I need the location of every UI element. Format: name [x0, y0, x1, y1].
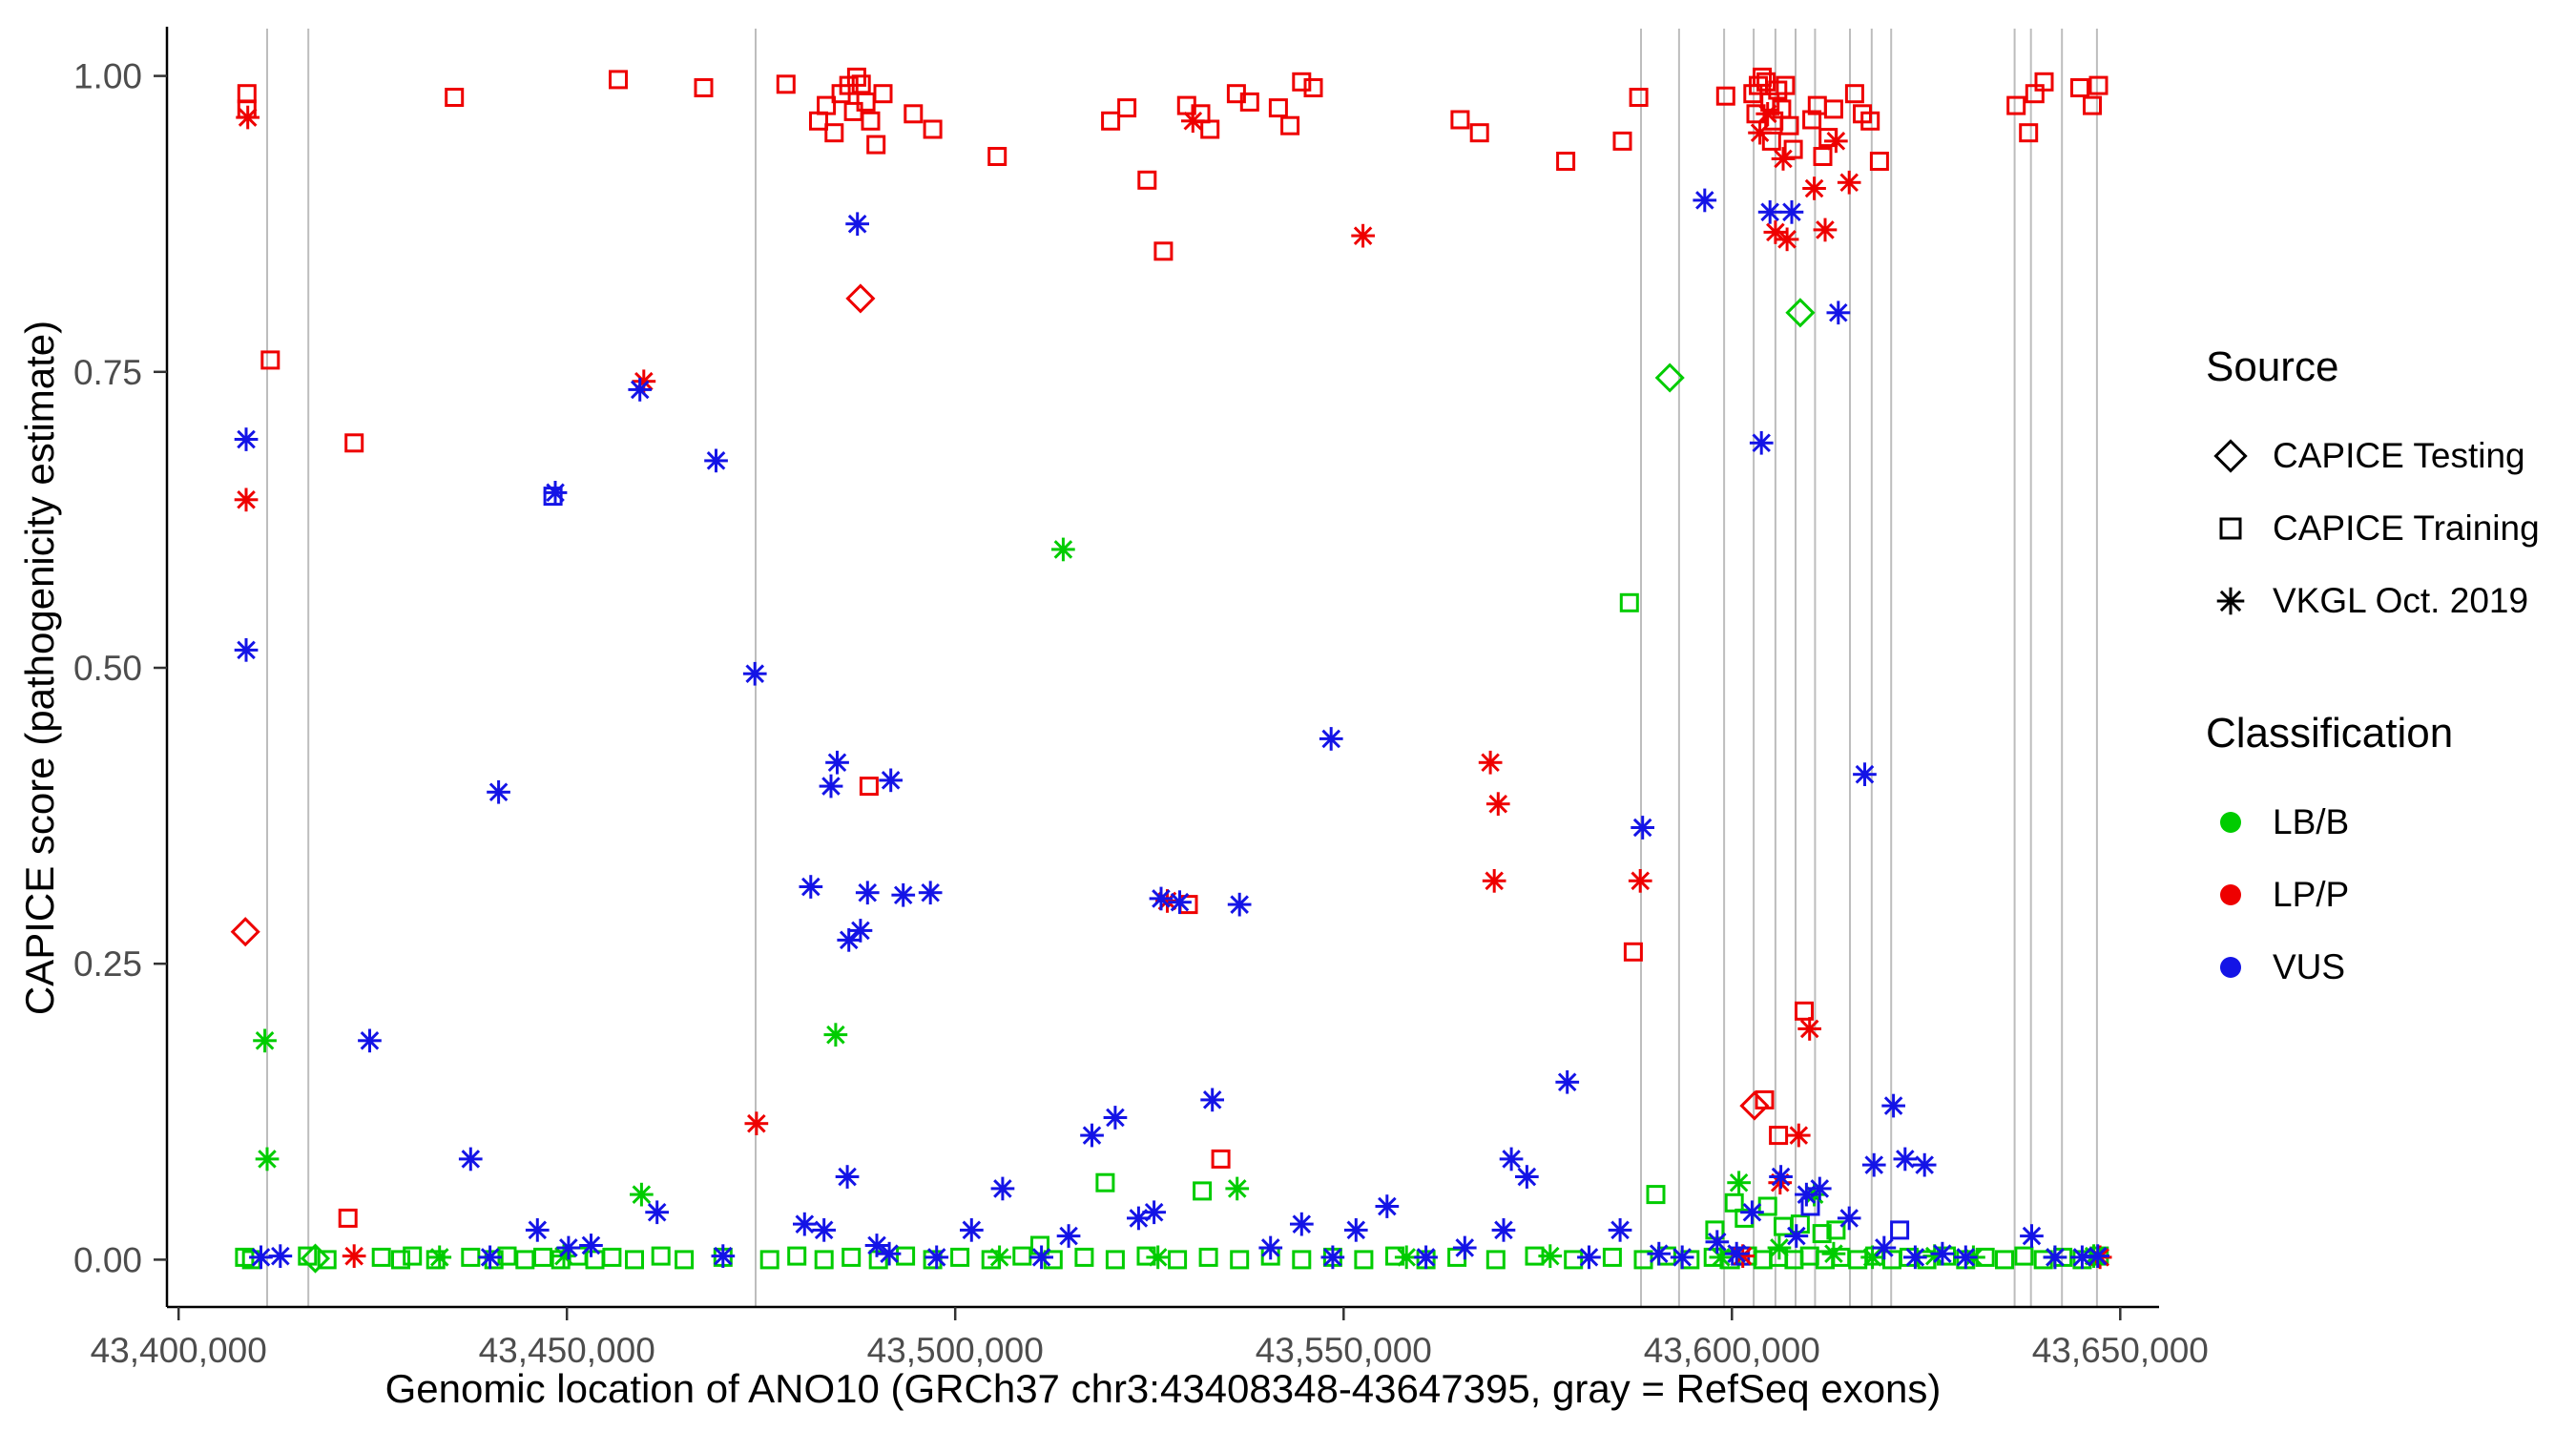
legend-source-items: CAPICE Testing CAPICE Training VKGL Oct. 2… — [2206, 420, 2540, 637]
series-capice-training-vus — [543, 487, 1910, 1266]
legend-item-label: CAPICE Testing — [2273, 436, 2525, 475]
svg-text:0.00: 0.00 — [73, 1240, 142, 1279]
series-capice-training-lb-b — [235, 592, 2109, 1270]
svg-text:1.00: 1.00 — [73, 57, 142, 96]
legend-item-label: LP/P — [2273, 875, 2350, 914]
legend-item-vus: VUS — [2206, 931, 2540, 1004]
legend-item-label: CAPICE Training — [2273, 508, 2540, 548]
legend-item-label: VUS — [2273, 947, 2346, 986]
svg-text:43,500,000: 43,500,000 — [867, 1331, 1044, 1370]
legend-item-vkgl-oct-2019: VKGL Oct. 2019 — [2206, 565, 2540, 637]
svg-text:43,550,000: 43,550,000 — [1256, 1331, 1432, 1370]
series-capice-testing-lb-b — [300, 298, 1816, 1274]
axis-lines — [165, 27, 2159, 1309]
legend-classification-items: LB/B LP/P VUS — [2206, 786, 2540, 1004]
legend-classification-block: Classification LB/B LP/P VUS — [2206, 710, 2540, 1004]
series-vkgl-oct-2019-lp-p — [234, 102, 2112, 1270]
series-capice-testing-lp-p — [230, 283, 1770, 1121]
svg-text:0.50: 0.50 — [73, 649, 142, 688]
legend: Source CAPICE Testing CAPICE Training VKGL… — [2206, 343, 2540, 1076]
y-axis-ticks: 0.00 0.25 0.50 0.75 1.00 — [73, 57, 167, 1279]
y-axis-title: CAPICE score (pathogenicity estimate) — [17, 320, 62, 1016]
legend-source-title: Source — [2206, 343, 2339, 390]
square-icon — [2219, 517, 2242, 540]
svg-text:43,650,000: 43,650,000 — [2032, 1331, 2209, 1370]
legend-item-label: VKGL Oct. 2019 — [2273, 581, 2529, 620]
legend-item-capice-testing: CAPICE Testing — [2206, 420, 2540, 492]
series-vkgl-oct-2019-vus — [234, 188, 2109, 1270]
svg-text:0.25: 0.25 — [73, 944, 142, 984]
asterisk-icon — [2216, 587, 2245, 615]
legend-item-lb-b: LB/B — [2206, 786, 2540, 859]
x-axis-title: Genomic location of ANO10 (GRCh37 chr3:4… — [384, 1366, 1942, 1411]
circle-icon — [2220, 884, 2241, 905]
circle-icon — [2220, 957, 2241, 978]
series-capice-training-lp-p — [237, 67, 2109, 1228]
svg-text:43,600,000: 43,600,000 — [1644, 1331, 1820, 1370]
diamond-icon — [2213, 439, 2248, 473]
exon-lines — [266, 29, 2098, 1307]
legend-source-block: Source CAPICE Testing CAPICE Training VKGL… — [2206, 343, 2540, 637]
x-axis-ticks: 43,400,000 43,450,000 43,500,000 43,550,000… — [91, 1307, 2209, 1370]
legend-item-capice-training: CAPICE Training — [2206, 492, 2540, 565]
legend-classification-title: Classification — [2206, 710, 2454, 757]
svg-text:43,400,000: 43,400,000 — [91, 1331, 267, 1370]
legend-item-label: LB/B — [2273, 802, 2350, 841]
svg-text:0.75: 0.75 — [73, 353, 142, 392]
svg-text:43,450,000: 43,450,000 — [479, 1331, 655, 1370]
circle-icon — [2220, 812, 2241, 833]
legend-item-lp-p: LP/P — [2206, 859, 2540, 931]
